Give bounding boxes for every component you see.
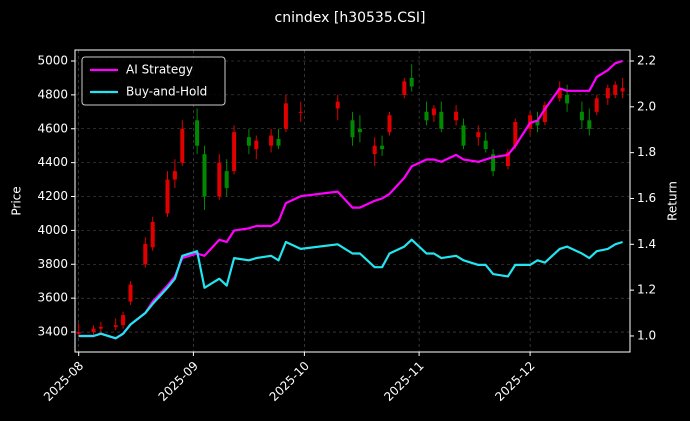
legend-label: Buy-and-Hold: [126, 85, 207, 99]
candle-body: [402, 81, 407, 95]
candle-body: [150, 221, 155, 248]
candle-body: [542, 105, 547, 122]
candle-body: [605, 88, 610, 99]
candle-body: [121, 315, 126, 326]
y2-tick-label: 1.4: [637, 237, 656, 251]
candle-body: [476, 132, 481, 138]
candle-body: [76, 332, 81, 334]
candle-body: [165, 179, 170, 214]
candle-body: [91, 328, 96, 333]
y2-tick-label: 1.8: [637, 145, 656, 159]
candle-body: [98, 326, 103, 329]
candle-body: [202, 154, 207, 197]
candle-body: [461, 125, 466, 146]
candle-body: [587, 120, 592, 129]
candle-body: [439, 111, 444, 129]
return-line: [78, 238, 623, 340]
candle-body: [380, 145, 385, 150]
y-tick-label: 4400: [37, 155, 68, 169]
candle-body: [513, 121, 518, 146]
candle-body: [565, 94, 570, 104]
y-tick-label: 5000: [37, 54, 68, 68]
candle-body: [613, 84, 618, 95]
candle-body: [180, 128, 185, 163]
candle-body: [217, 162, 222, 197]
candle-body: [372, 145, 377, 155]
plot-frame: [74, 49, 631, 353]
candle-body: [357, 128, 362, 133]
candle-body: [387, 115, 392, 133]
candle-body: [557, 88, 562, 99]
candle-body: [195, 120, 200, 146]
candle-body: [620, 88, 625, 92]
y2-tick-label: 2.2: [637, 53, 656, 67]
y-tick-label: 4800: [37, 87, 68, 101]
y-axis-label: Price: [10, 186, 24, 215]
candle-body: [128, 284, 133, 302]
candle-body: [594, 98, 599, 112]
y-tick-label: 3600: [37, 291, 68, 305]
candle-body: [483, 140, 488, 150]
y-tick-label: 3800: [37, 257, 68, 271]
candle-body: [113, 325, 118, 327]
y-tick-label: 3400: [37, 325, 68, 339]
candle-body: [491, 154, 496, 172]
candles: [76, 64, 625, 338]
y-tick-label: 4600: [37, 121, 68, 135]
legend-label: AI Strategy: [126, 63, 193, 77]
candle-body: [505, 152, 510, 167]
chart-title: cnindex [h30535.CSI]: [275, 10, 426, 26]
candle-body: [431, 108, 436, 116]
candle-body: [409, 77, 414, 87]
candle-body: [246, 137, 251, 146]
candle-body: [254, 140, 259, 150]
candle-body: [454, 111, 459, 121]
candle-body: [224, 171, 229, 189]
candle-body: [232, 132, 237, 172]
candle-body: [424, 111, 429, 121]
y2-tick-label: 2.0: [637, 99, 656, 113]
return-line: [78, 59, 623, 340]
candle-body: [335, 101, 340, 109]
y2-axis-label: Return: [666, 181, 680, 221]
candle-body: [283, 103, 288, 129]
candle-body: [172, 171, 177, 180]
candle-body: [143, 243, 148, 265]
y-tick-label: 4200: [37, 189, 68, 203]
candle-body: [350, 120, 355, 138]
candle-body: [269, 135, 274, 146]
candle-body: [579, 111, 584, 121]
y-tick-label: 4000: [37, 223, 68, 237]
y2-tick-label: 1.2: [637, 283, 656, 297]
candle-body: [535, 120, 540, 126]
y2-tick-label: 1.0: [637, 328, 656, 342]
candle-body: [298, 111, 303, 113]
y2-tick-label: 1.6: [637, 191, 656, 205]
candle-body: [276, 138, 281, 146]
